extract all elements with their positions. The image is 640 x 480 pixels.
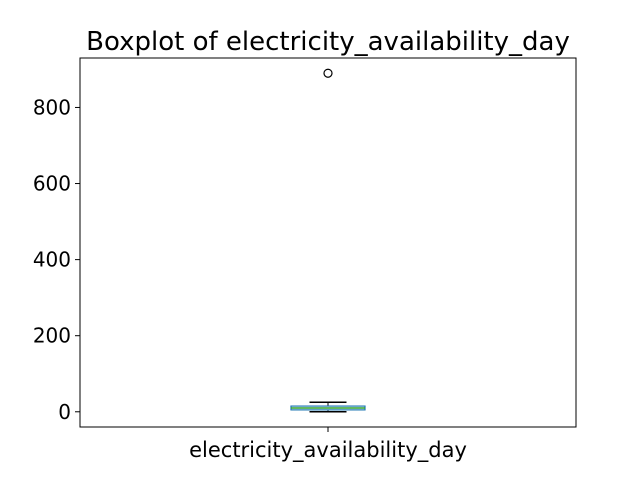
x-axis: electricity_availability_day (189, 427, 467, 463)
y-tick-label: 200 (33, 324, 71, 348)
y-tick-label: 400 (33, 248, 71, 272)
y-tick-label: 0 (58, 400, 71, 424)
y-axis: 0 200 400 600 800 (33, 95, 80, 424)
chart-title: Boxplot of electricity_availability_day (86, 27, 570, 57)
box-series (290, 68, 366, 413)
x-tick-label: electricity_availability_day (189, 438, 467, 463)
plot-area-frame (79, 57, 577, 428)
y-tick-label: 800 (33, 95, 71, 119)
outlier-point (323, 68, 333, 78)
y-tick-label: 600 (33, 172, 71, 196)
